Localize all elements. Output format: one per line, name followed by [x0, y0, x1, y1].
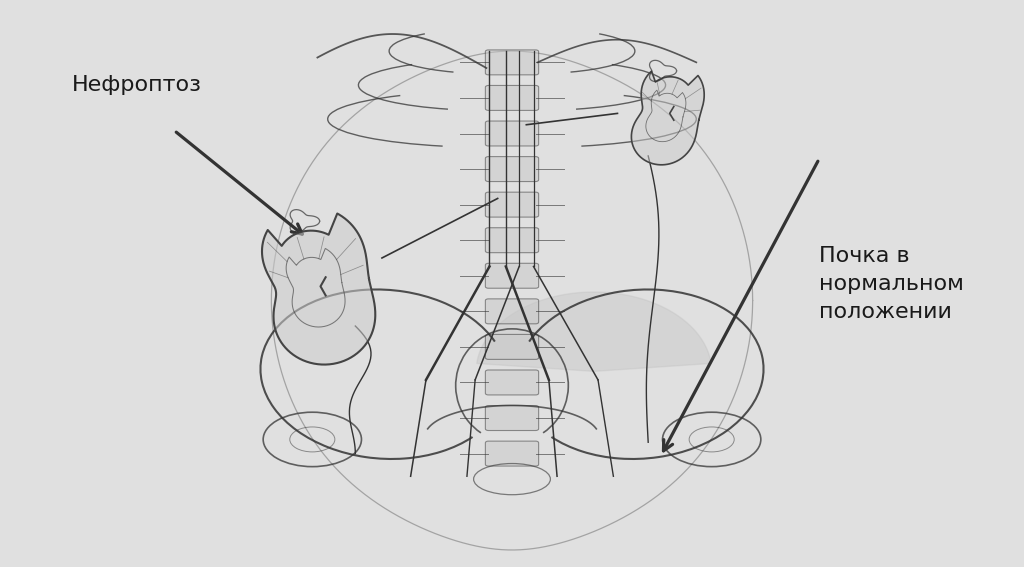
FancyBboxPatch shape [485, 335, 539, 359]
Polygon shape [262, 214, 376, 365]
Text: Почка в
нормальном
положении: Почка в нормальном положении [819, 246, 964, 321]
FancyBboxPatch shape [485, 156, 539, 181]
FancyBboxPatch shape [485, 441, 539, 466]
FancyBboxPatch shape [485, 263, 539, 288]
FancyBboxPatch shape [485, 192, 539, 217]
FancyBboxPatch shape [485, 86, 539, 111]
Polygon shape [632, 71, 705, 165]
FancyBboxPatch shape [485, 405, 539, 430]
FancyBboxPatch shape [485, 370, 539, 395]
FancyBboxPatch shape [485, 121, 539, 146]
FancyBboxPatch shape [485, 299, 539, 324]
Text: Нефроптоз: Нефроптоз [72, 75, 202, 95]
FancyBboxPatch shape [485, 228, 539, 253]
Polygon shape [477, 292, 711, 371]
FancyBboxPatch shape [485, 50, 539, 75]
